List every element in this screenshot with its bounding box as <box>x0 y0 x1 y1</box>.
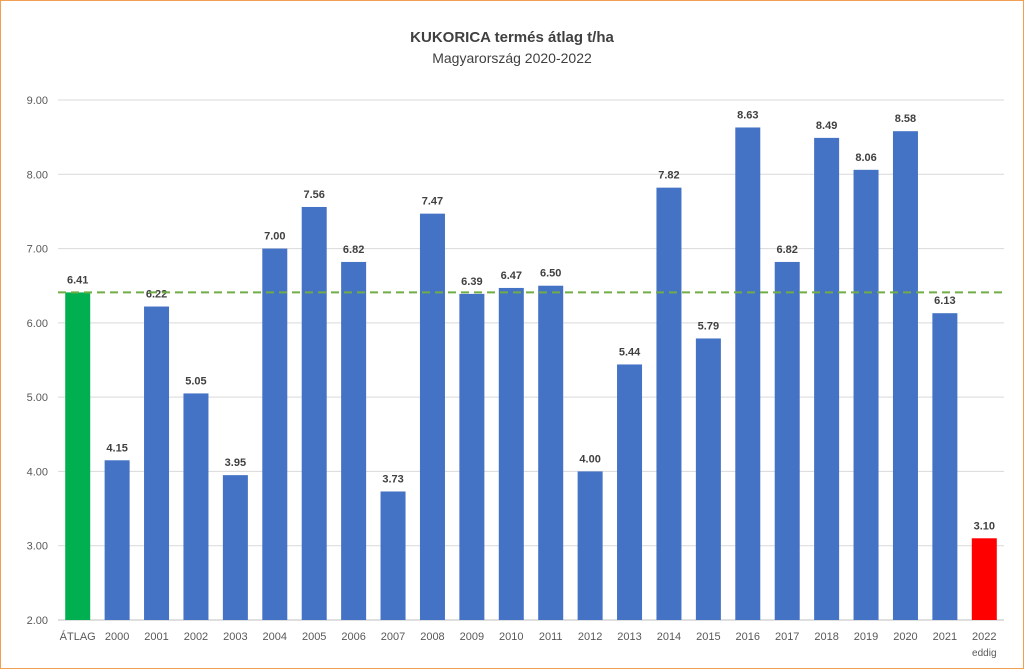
bar <box>538 285 564 620</box>
bar <box>419 213 445 620</box>
x-tick-label: 2011 <box>539 631 563 643</box>
x-tick-label: 2018 <box>814 631 838 643</box>
y-tick-label: 9.00 <box>27 95 48 107</box>
x-tick-label: 2007 <box>381 631 405 643</box>
chart-subtitle: Magyarország 2020-2022 <box>432 50 592 66</box>
bar <box>144 306 170 620</box>
data-label: 6.82 <box>776 244 797 256</box>
data-label: 7.56 <box>303 189 324 201</box>
data-label: 6.50 <box>540 268 561 280</box>
bar <box>380 491 406 620</box>
bar <box>853 169 879 621</box>
x-tick-label: 2004 <box>263 631 287 643</box>
x-tick-label: 2010 <box>499 631 523 643</box>
bar <box>301 206 327 620</box>
bar <box>104 460 130 620</box>
data-label: 5.05 <box>185 375 206 387</box>
data-label: 5.79 <box>698 320 719 332</box>
x-tick-label: 2002 <box>184 631 208 643</box>
bar <box>222 475 248 620</box>
bar <box>459 293 485 620</box>
data-label: 6.82 <box>343 244 364 256</box>
x-tick-label: 2006 <box>341 631 365 643</box>
data-label: 5.44 <box>619 346 641 358</box>
bar <box>814 137 840 620</box>
bar <box>735 127 761 620</box>
x-tick-label: 2009 <box>460 631 484 643</box>
y-tick-label: 8.00 <box>27 169 48 181</box>
bar <box>498 287 524 620</box>
x-tick-sublabel: eddig <box>972 648 996 659</box>
data-label: 3.95 <box>225 457 246 469</box>
data-label: 6.41 <box>67 274 88 286</box>
y-tick-label: 3.00 <box>27 541 48 553</box>
data-label: 7.00 <box>264 231 285 243</box>
x-tick-label: 2000 <box>105 631 129 643</box>
chart-titles: KUKORICA termés átlag t/ha Magyarország … <box>0 28 1024 68</box>
x-tick-label: 2005 <box>302 631 326 643</box>
x-tick-label: 2003 <box>223 631 247 643</box>
data-label: 6.39 <box>461 276 482 288</box>
x-tick-label: 2022 <box>972 631 996 643</box>
x-tick-label: 2019 <box>854 631 878 643</box>
data-label: 4.00 <box>579 453 600 465</box>
x-tick-label: 2012 <box>578 631 602 643</box>
bar <box>695 338 721 620</box>
data-label: 3.73 <box>382 473 403 485</box>
data-label: 8.06 <box>855 152 876 164</box>
bar <box>892 131 918 620</box>
data-label: 8.58 <box>895 113 916 125</box>
y-tick-label: 2.00 <box>27 615 48 627</box>
data-label: 6.22 <box>146 289 167 301</box>
data-label: 4.15 <box>106 442 127 454</box>
bar <box>617 364 643 620</box>
data-label: 7.82 <box>658 170 679 182</box>
x-tick-label: 2013 <box>617 631 641 643</box>
bar <box>577 471 603 620</box>
y-tick-label: 4.00 <box>27 466 48 478</box>
data-label: 8.63 <box>737 109 758 121</box>
bar <box>774 261 800 620</box>
bar <box>932 313 958 620</box>
data-label: 3.10 <box>974 520 995 532</box>
x-tick-label: 2014 <box>657 631 681 643</box>
y-tick-label: 6.00 <box>27 318 48 330</box>
data-label: 6.13 <box>934 295 955 307</box>
x-tick-label: 2001 <box>144 631 168 643</box>
data-label: 7.47 <box>422 196 443 208</box>
data-label: 8.49 <box>816 120 837 132</box>
bar <box>183 393 209 620</box>
x-tick-label: 2016 <box>736 631 760 643</box>
chart-title: KUKORICA termés átlag t/ha <box>410 29 614 46</box>
x-tick-label: 2017 <box>775 631 799 643</box>
y-tick-label: 7.00 <box>27 244 48 256</box>
bar <box>971 538 997 620</box>
data-label: 6.47 <box>501 270 522 282</box>
y-tick-label: 5.00 <box>27 392 48 404</box>
bar <box>656 187 682 620</box>
x-tick-label: 2008 <box>420 631 444 643</box>
x-tick-label: 2015 <box>696 631 720 643</box>
bar <box>341 261 367 620</box>
x-tick-label: 2021 <box>933 631 957 643</box>
bar <box>65 292 91 620</box>
x-tick-label: ÁTLAG <box>60 630 96 643</box>
x-tick-label: 2020 <box>893 631 917 643</box>
bar <box>262 248 288 621</box>
